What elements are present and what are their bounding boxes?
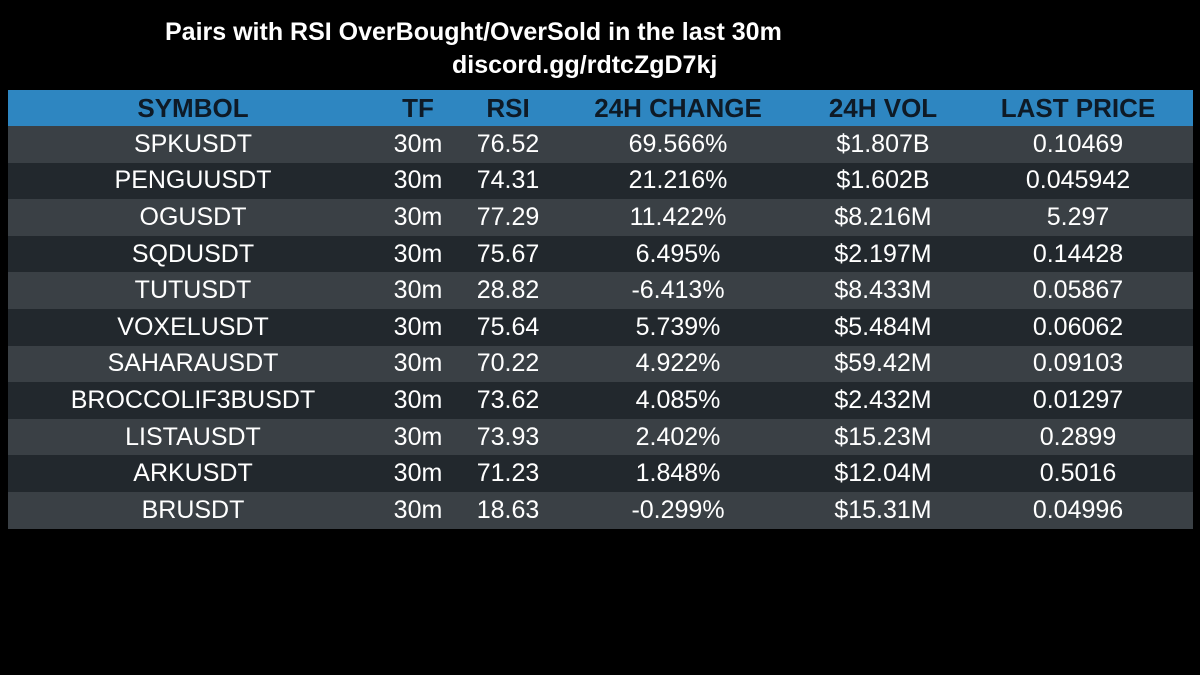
- volume-cell: $8.216M: [834, 202, 932, 231]
- tf-cell: 30m: [393, 276, 443, 305]
- price-cell: 0.09103: [1032, 349, 1124, 378]
- change-cell: 69.566%: [628, 129, 728, 158]
- price-cell: 0.06062: [1032, 312, 1124, 341]
- table-body: SPKUSDT 30m 76.52 69.566% $1.807B 0.10469 PENG…: [8, 126, 1193, 529]
- change-cell: 5.739%: [635, 312, 721, 341]
- tf-cell: 30m: [393, 312, 443, 341]
- rsi-table: SYMBOL TF RSI 24H CHANGE 24H VOL LAST PR…: [8, 90, 1193, 529]
- price-cell: 0.2899: [1039, 422, 1117, 451]
- tf-cell: 30m: [393, 349, 443, 378]
- rsi-cell: 73.93: [476, 422, 540, 451]
- change-cell: 11.422%: [629, 202, 727, 231]
- tf-cell: 30m: [393, 385, 443, 414]
- volume-cell: $15.23M: [834, 422, 932, 451]
- change-cell: 4.085%: [635, 385, 721, 414]
- rsi-cell: 18.63: [476, 495, 540, 524]
- table-row: PENGUUSDT 30m 74.31 21.216% $1.602B 0.045942: [8, 162, 1193, 200]
- symbol-cell: BRUSDT: [141, 495, 245, 524]
- column-header-24h-vol: 24H VOL: [828, 92, 938, 123]
- volume-cell: $2.432M: [834, 385, 932, 414]
- price-cell: 0.5016: [1039, 459, 1117, 488]
- volume-cell: $15.31M: [834, 495, 932, 524]
- rsi-cell: 75.67: [476, 239, 540, 268]
- rsi-cell: 76.52: [476, 129, 540, 158]
- tf-cell: 30m: [393, 459, 443, 488]
- table-row: SPKUSDT 30m 76.52 69.566% $1.807B 0.10469: [8, 126, 1193, 163]
- tf-cell: 30m: [393, 166, 443, 195]
- table-row: SAHARAUSDT 30m 70.22 4.922% $59.42M 0.09103: [8, 345, 1193, 383]
- symbol-cell: SQDUSDT: [131, 239, 255, 268]
- table-row: BRUSDT 30m 18.63 -0.299% $15.31M 0.04996: [8, 491, 1193, 529]
- rsi-cell: 70.22: [476, 349, 540, 378]
- price-cell: 0.05867: [1032, 276, 1124, 305]
- table-row: OGUSDT 30m 77.29 11.422% $8.216M 5.297: [8, 199, 1193, 236]
- volume-cell: $1.602B: [836, 166, 930, 195]
- column-header-last-price: LAST PRICE: [1000, 92, 1156, 123]
- rsi-cell: 28.82: [476, 276, 540, 305]
- change-cell: -6.413%: [631, 276, 725, 305]
- symbol-cell: SPKUSDT: [133, 129, 253, 158]
- change-cell: -0.299%: [631, 495, 725, 524]
- volume-cell: $59.42M: [834, 349, 932, 378]
- change-cell: 21.216%: [628, 166, 728, 195]
- volume-cell: $12.04M: [834, 459, 932, 488]
- symbol-cell: OGUSDT: [139, 202, 247, 231]
- tf-cell: 30m: [393, 202, 443, 231]
- table-row: TUTUSDT 30m 28.82 -6.413% $8.433M 0.05867: [8, 272, 1193, 309]
- price-cell: 0.01297: [1032, 385, 1124, 414]
- tf-cell: 30m: [393, 422, 443, 451]
- rsi-cell: 71.23: [476, 459, 540, 488]
- column-header-tf: TF: [402, 92, 434, 123]
- table-header-row: SYMBOL TF RSI 24H CHANGE 24H VOL LAST PR…: [8, 90, 1193, 126]
- table-row: VOXELUSDT 30m 75.64 5.739% $5.484M 0.06062: [8, 308, 1193, 346]
- rsi-cell: 77.29: [476, 202, 540, 231]
- tf-cell: 30m: [393, 239, 443, 268]
- symbol-cell: LISTAUSDT: [125, 422, 261, 451]
- column-header-symbol: SYMBOL: [137, 92, 249, 123]
- symbol-cell: PENGUUSDT: [114, 166, 272, 195]
- volume-cell: $1.807B: [836, 129, 930, 158]
- rsi-cell: 74.31: [476, 166, 540, 195]
- tf-cell: 30m: [393, 129, 443, 158]
- table-row: BROCCOLIF3BUSDT 30m 73.62 4.085% $2.432M 0.01…: [8, 382, 1193, 419]
- table-row: SQDUSDT 30m 75.67 6.495% $2.197M 0.14428: [8, 235, 1193, 273]
- symbol-cell: ARKUSDT: [133, 459, 253, 488]
- volume-cell: $5.484M: [834, 312, 932, 341]
- table-row: LISTAUSDT 30m 73.93 2.402% $15.23M 0.2899: [8, 418, 1193, 456]
- column-header-24h-change: 24H CHANGE: [594, 92, 762, 123]
- change-cell: 6.495%: [635, 239, 721, 268]
- price-cell: 0.04996: [1032, 495, 1124, 524]
- rsi-cell: 73.62: [476, 385, 540, 414]
- change-cell: 2.402%: [635, 422, 721, 451]
- symbol-cell: VOXELUSDT: [117, 312, 269, 341]
- price-cell: 0.14428: [1032, 239, 1124, 268]
- price-cell: 5.297: [1046, 202, 1110, 231]
- change-cell: 4.922%: [635, 349, 721, 378]
- table-row: ARKUSDT 30m 71.23 1.848% $12.04M 0.5016: [8, 455, 1193, 492]
- page-title: Pairs with RSI OverBought/OverSold in th…: [165, 18, 782, 46]
- symbol-cell: TUTUSDT: [134, 276, 252, 305]
- tf-cell: 30m: [393, 495, 443, 524]
- symbol-cell: SAHARAUSDT: [107, 349, 279, 378]
- volume-cell: $8.433M: [834, 276, 932, 305]
- volume-cell: $2.197M: [834, 239, 932, 268]
- price-cell: 0.045942: [1025, 166, 1131, 195]
- change-cell: 1.848%: [635, 459, 721, 488]
- price-cell: 0.10469: [1032, 129, 1124, 158]
- discord-link: discord.gg/rdtcZgD7kj: [452, 51, 718, 79]
- symbol-cell: BROCCOLIF3BUSDT: [70, 385, 316, 414]
- column-header-rsi: RSI: [486, 92, 530, 123]
- rsi-cell: 75.64: [476, 312, 540, 341]
